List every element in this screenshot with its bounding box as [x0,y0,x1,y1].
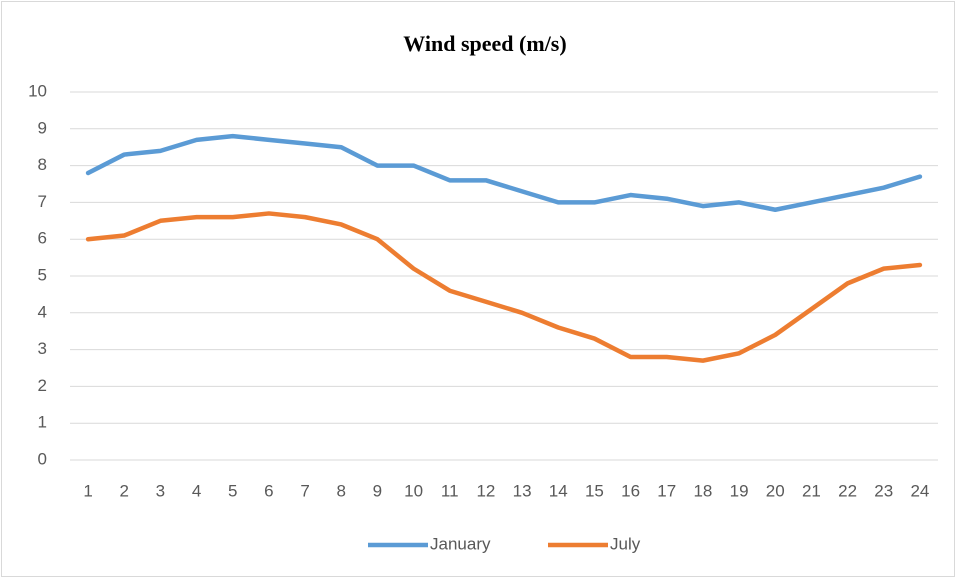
x-tick-label: 7 [300,481,309,500]
x-tick-label: 23 [874,481,893,500]
x-tick-label: 24 [910,481,929,500]
x-tick-label: 6 [264,481,273,500]
legend-label: January [430,534,491,553]
line [85,133,923,213]
x-tick-label: 2 [120,481,129,500]
y-tick-label: 6 [38,229,47,248]
x-tick-label: 19 [730,481,749,500]
x-tick-label: 20 [766,481,785,500]
x-tick-label: 12 [476,481,495,500]
y-tick-label: 4 [38,302,47,321]
y-tick-label: 7 [38,192,47,211]
y-tick-label: 5 [38,265,47,284]
x-tick-label: 16 [621,481,640,500]
x-tick-label: 9 [373,481,382,500]
x-tick-label: 4 [192,481,201,500]
x-tick-label: 5 [228,481,237,500]
line [85,211,923,363]
x-tick-label: 15 [585,481,604,500]
x-tick-label: 14 [549,481,568,500]
x-tick-label: 22 [838,481,857,500]
x-tick-label: 18 [693,481,712,500]
x-tick-label: 10 [404,481,423,500]
x-tick-label: 21 [802,481,821,500]
y-tick-label: 2 [38,376,47,395]
y-tick-label: 1 [38,413,47,432]
y-tick-label: 8 [38,155,47,174]
y-tick-label: 9 [38,118,47,137]
legend-label: July [610,534,641,553]
y-tick-label: 3 [38,339,47,358]
x-tick-label: 11 [441,481,459,500]
y-tick-label: 0 [38,449,47,468]
x-tick-label: 17 [657,481,676,500]
chart-title: Wind speed (m/s) [403,31,566,56]
y-tick-label: 10 [28,81,47,100]
x-tick-label: 13 [513,481,532,500]
x-tick-label: 1 [83,481,92,500]
x-tick-label: 8 [337,481,346,500]
x-tick-label: 3 [156,481,165,500]
